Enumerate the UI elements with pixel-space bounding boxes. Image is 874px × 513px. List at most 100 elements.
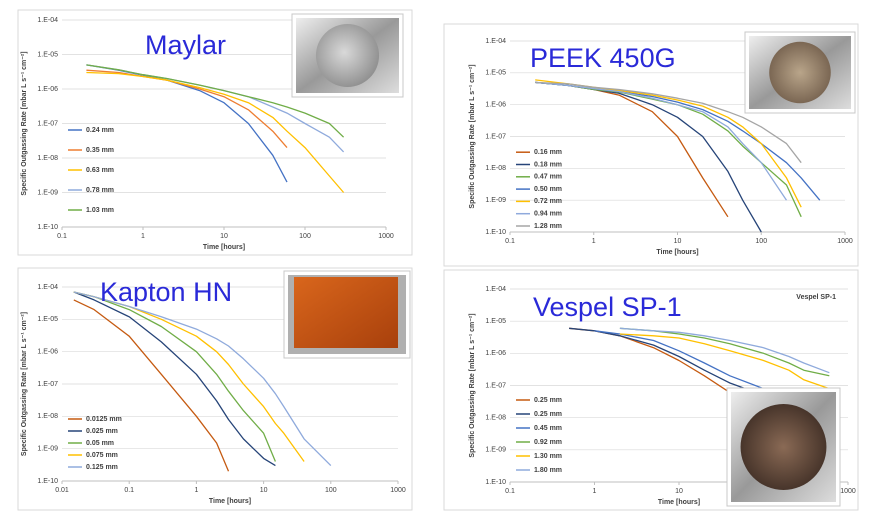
y-tick-label: 1.E-05 (37, 316, 58, 323)
legend-label: 0.45 mm (534, 425, 562, 432)
y-tick-label: 1.E-09 (485, 447, 506, 454)
y-tick-label: 1.E-07 (37, 120, 58, 127)
legend-label: 1.03 mm (86, 207, 114, 214)
y-tick-label: 1.E-10 (37, 478, 58, 485)
legend-label: 0.16 mm (534, 149, 562, 156)
x-tick-label: 1000 (840, 488, 856, 495)
chart-title: Vespel SP-1 (533, 292, 682, 322)
chart-title: Maylar (145, 30, 226, 60)
legend-label: 0.72 mm (534, 198, 562, 205)
x-tick-label: 1000 (390, 487, 406, 494)
photo-film (294, 277, 398, 348)
y-tick-label: 1.E-10 (485, 479, 506, 486)
chart-panel: 1.E-10 1.E-09 1.E-08 1.E-07 1.E-06 1.E-05 1.E-… (17, 267, 413, 511)
y-axis-label: Specific Outgassing Rate [mbar L s⁻¹ cm⁻… (469, 313, 476, 457)
photo-disc (315, 23, 380, 88)
legend-label: 0.18 mm (534, 161, 562, 168)
legend-label: 0.24 mm (86, 127, 114, 134)
legend-label: 0.94 mm (534, 211, 562, 218)
chart-panel: 1.E-10 1.E-09 1.E-08 1.E-07 1.E-06 1.E-05 1.E-… (17, 9, 413, 256)
y-tick-label: 1.E-08 (37, 413, 58, 420)
legend-label: 0.025 mm (86, 428, 118, 435)
photo-disc (740, 404, 827, 490)
y-tick-label: 1.E-09 (485, 197, 506, 204)
y-tick-label: 1.E-09 (37, 189, 58, 196)
x-tick-label: 0.1 (124, 487, 134, 494)
y-tick-label: 1.E-04 (37, 17, 58, 24)
legend-label: 0.0125 mm (86, 416, 122, 423)
chart-title: Kapton HN (100, 277, 232, 307)
y-tick-label: 1.E-08 (485, 415, 506, 422)
legend-label: 0.075 mm (86, 452, 118, 459)
y-axis-label: Specific Outgassing Rate [mbar L s⁻¹ cm⁻… (21, 51, 28, 195)
legend-label: 0.125 mm (86, 464, 118, 471)
y-tick-label: 1.E-07 (37, 381, 58, 388)
series-line (86, 71, 345, 193)
x-tick-label: 10 (674, 238, 682, 245)
x-tick-label: 1 (593, 488, 597, 495)
y-tick-label: 1.E-04 (485, 286, 506, 293)
x-tick-label: 100 (299, 233, 311, 240)
y-axis-label: Specific Outgassing Rate [mbar L s⁻¹ cm⁻… (21, 312, 28, 456)
y-axis-label: Specific Outgassing Rate [mbar L s⁻¹ cm⁻… (469, 64, 476, 208)
y-tick-label: 1.E-05 (485, 318, 506, 325)
legend-label: 0.25 mm (534, 411, 562, 418)
legend-label: 0.50 mm (534, 186, 562, 193)
x-tick-label: 1000 (837, 238, 853, 245)
x-axis-label: Time [hours] (658, 499, 700, 506)
y-tick-label: 1.E-10 (485, 229, 506, 236)
legend-label: 0.35 mm (86, 147, 114, 154)
legend-label: 0.78 mm (86, 187, 114, 194)
x-tick-label: 1000 (378, 233, 394, 240)
x-tick-label: 10 (260, 487, 268, 494)
x-tick-label: 0.1 (505, 488, 515, 495)
series-line (619, 333, 830, 390)
photo-disc (769, 41, 831, 104)
y-tick-label: 1.E-10 (37, 224, 58, 231)
legend-label: 0.63 mm (86, 167, 114, 174)
series-line (535, 81, 802, 164)
x-tick-label: 100 (755, 238, 767, 245)
y-tick-label: 1.E-06 (485, 102, 506, 109)
x-tick-label: 1 (592, 238, 596, 245)
series-line (73, 291, 276, 462)
y-tick-label: 1.E-08 (485, 165, 506, 172)
x-axis-label: Time [hours] (203, 244, 245, 251)
x-tick-label: 1 (194, 487, 198, 494)
series-line (73, 291, 276, 467)
y-tick-label: 1.E-08 (37, 155, 58, 162)
series-line (73, 291, 332, 467)
legend-label: 1.28 mm (534, 223, 562, 230)
x-tick-label: 0.1 (57, 233, 67, 240)
y-tick-label: 1.E-07 (485, 382, 506, 389)
y-tick-label: 1.E-04 (37, 284, 58, 291)
x-tick-label: 1 (141, 233, 145, 240)
y-tick-label: 1.E-05 (37, 51, 58, 58)
y-tick-label: 1.E-09 (37, 446, 58, 453)
x-tick-label: 0.01 (55, 487, 69, 494)
legend-label: 1.80 mm (534, 467, 562, 474)
legend-label: 0.47 mm (534, 174, 562, 181)
series-line (535, 81, 788, 201)
x-tick-label: 0.1 (505, 238, 515, 245)
x-tick-label: 10 (675, 488, 683, 495)
chart-title: PEEK 450G (530, 43, 676, 73)
y-tick-label: 1.E-06 (485, 350, 506, 357)
x-axis-label: Time [hours] (209, 498, 251, 505)
series-line (73, 299, 230, 472)
series-line (535, 81, 802, 218)
y-tick-label: 1.E-07 (485, 133, 506, 140)
series-line (86, 69, 288, 149)
legend-label: 0.05 mm (86, 440, 114, 447)
y-tick-label: 1.E-06 (37, 349, 58, 356)
legend-label: 0.92 mm (534, 439, 562, 446)
chart-panel: 1.E-10 1.E-09 1.E-08 1.E-07 1.E-06 1.E-05 1.E-… (443, 23, 859, 267)
series-line (619, 327, 830, 374)
y-tick-label: 1.E-04 (485, 38, 506, 45)
chart-panel: 1.E-10 1.E-09 1.E-08 1.E-07 1.E-06 1.E-05 1.E-… (443, 269, 859, 511)
y-tick-label: 1.E-05 (485, 70, 506, 77)
legend-label: 1.30 mm (534, 453, 562, 460)
annotation: Vespel SP-1 (796, 294, 836, 301)
x-axis-label: Time [hours] (656, 249, 698, 256)
